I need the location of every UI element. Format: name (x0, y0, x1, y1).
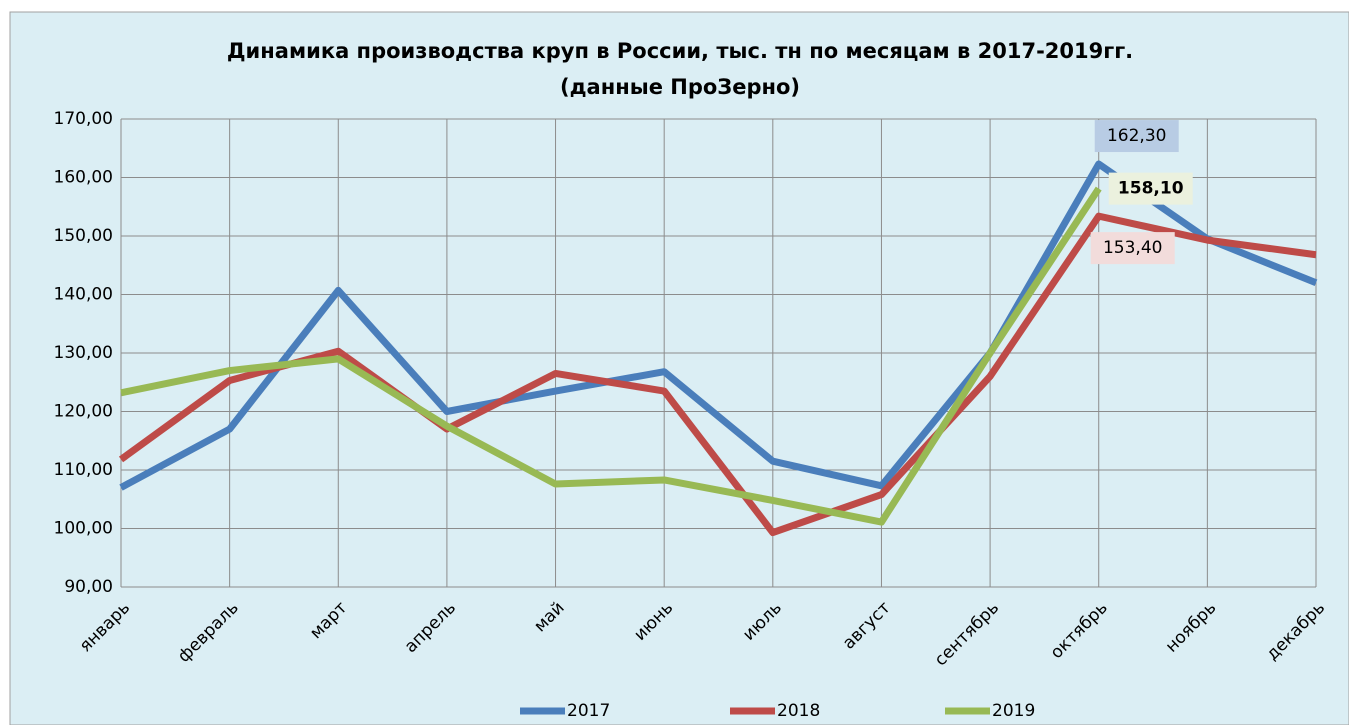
data-label-box (1090, 232, 1175, 265)
data-label: 153,40 (1103, 238, 1162, 258)
y-tick-label: 110,00 (54, 460, 113, 480)
y-tick-label: 160,00 (54, 168, 113, 188)
legend-label: 2017 (567, 701, 610, 721)
legend-label: 2019 (992, 701, 1035, 721)
chart-title: Динамика производства круп в России, тыс… (227, 39, 1133, 63)
chart-subtitle: (данные ПроЗерно) (560, 75, 800, 99)
data-label: 158,10 (1118, 179, 1184, 199)
y-tick-label: 100,00 (54, 519, 113, 539)
y-tick-label: 150,00 (54, 226, 113, 246)
legend-label: 2018 (777, 701, 820, 721)
data-label-box (1108, 172, 1193, 205)
series-line (120, 186, 1102, 526)
series-line (118, 212, 1317, 537)
y-tick-label: 140,00 (54, 285, 113, 305)
data-label: 162,30 (1107, 126, 1166, 146)
data-label-box (1094, 120, 1179, 153)
y-tick-label: 130,00 (54, 343, 113, 363)
y-tick-label: 170,00 (54, 109, 113, 129)
y-tick-label: 90,00 (64, 577, 113, 597)
y-tick-label: 120,00 (54, 402, 113, 422)
